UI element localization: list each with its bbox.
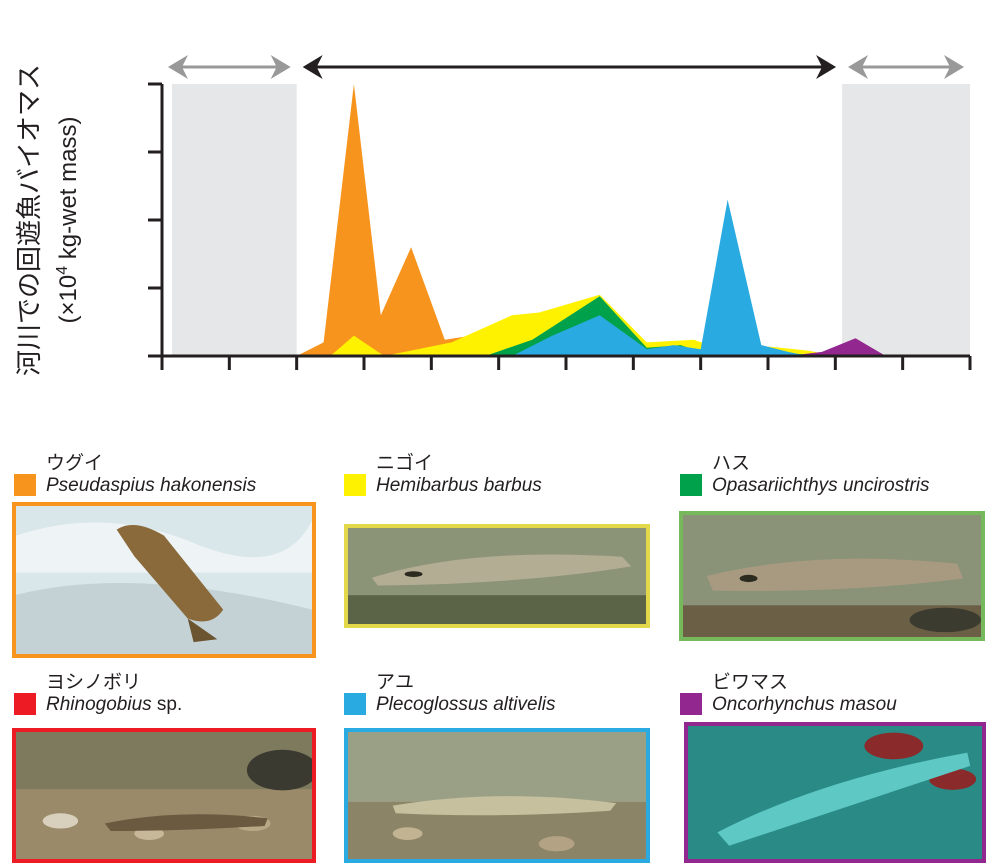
legend-japanese-name: アユ bbox=[376, 671, 415, 693]
legend-item: ビワマス Oncorhynchus masou bbox=[680, 671, 999, 731]
y-axis-label-line1: 河川での回遊魚バイオマス bbox=[15, 64, 45, 376]
legend-scientific-name: Plecoglossus altivelis bbox=[376, 693, 556, 717]
period-arrow-head-left bbox=[168, 55, 188, 79]
legend-swatch bbox=[14, 474, 36, 496]
legend-item: ウグイ Pseudaspius hakonensis bbox=[14, 452, 334, 512]
legend-japanese-name: ニゴイ bbox=[376, 452, 434, 474]
period-arrow-head-right bbox=[944, 55, 964, 79]
legend-scientific-name: Rhinogobius sp. bbox=[46, 693, 182, 717]
period-arrow-head-right bbox=[270, 55, 291, 79]
scientific-name-italic: Oncorhynchus masou bbox=[712, 694, 897, 715]
legend-japanese-name: ビワマス bbox=[712, 671, 789, 693]
area-series-5 bbox=[788, 338, 886, 356]
biomass-chart: 河川での回遊魚バイオマス (×104 kg-wet mass) bbox=[15, 55, 972, 376]
legend-swatch bbox=[344, 474, 366, 496]
y-axis-unit-suffix: kg-wet mass) bbox=[55, 117, 82, 266]
legend-swatch bbox=[344, 693, 366, 715]
period-arrow-head-left bbox=[848, 55, 869, 79]
legend-scientific-name: Pseudaspius hakonensis bbox=[46, 474, 256, 498]
period-arrow-head-right bbox=[816, 55, 837, 79]
scientific-name-italic: Opasariichthys uncirostris bbox=[712, 475, 930, 496]
legend-item: ニゴイ Hemibarbus barbus bbox=[344, 452, 664, 512]
scientific-name-italic: Rhinogobius bbox=[46, 694, 152, 715]
yoshinobori-goby-photo bbox=[12, 728, 316, 863]
non-run-period-shading bbox=[842, 84, 970, 356]
y-axis-label-line2: (×104 kg-wet mass) bbox=[54, 117, 82, 324]
y-axis-unit-prefix: (×10 bbox=[55, 275, 82, 324]
legend-swatch bbox=[680, 474, 702, 496]
ayu-fish-photo bbox=[344, 728, 650, 863]
legend-scientific-name: Hemibarbus barbus bbox=[376, 474, 542, 498]
legend-item: アユ Plecoglossus altivelis bbox=[344, 671, 664, 731]
scientific-name-suffix: sp. bbox=[151, 694, 183, 715]
legend-item: ハス Opasariichthys uncirostris bbox=[680, 452, 999, 512]
biwamasu-trout-photo bbox=[684, 722, 986, 863]
non-run-period-shading bbox=[172, 84, 297, 356]
legend-swatch bbox=[680, 693, 702, 715]
period-arrow-head-left bbox=[302, 55, 323, 79]
legend-swatch bbox=[14, 693, 36, 715]
y-axis-unit-exponent: 4 bbox=[54, 266, 71, 275]
ugui-jumping-fish-photo bbox=[12, 502, 316, 658]
legend-japanese-name: ウグイ bbox=[46, 452, 104, 474]
scientific-name-italic: Pseudaspius hakonensis bbox=[46, 475, 257, 496]
legend-scientific-name: Opasariichthys uncirostris bbox=[712, 474, 930, 498]
legend-japanese-name: ヨシノボリ bbox=[46, 671, 142, 693]
scientific-name-italic: Hemibarbus barbus bbox=[376, 475, 542, 496]
legend-scientific-name: Oncorhynchus masou bbox=[712, 693, 897, 717]
legend-item: ヨシノボリ Rhinogobius sp. bbox=[14, 671, 334, 731]
legend-japanese-name: ハス bbox=[712, 452, 751, 474]
area-series-4 bbox=[512, 199, 809, 356]
nigoi-fish-photo bbox=[344, 524, 650, 628]
area-series-0 bbox=[296, 84, 499, 356]
scientific-name-italic: Plecoglossus altivelis bbox=[376, 694, 556, 715]
hasu-fish-photo bbox=[679, 511, 985, 641]
